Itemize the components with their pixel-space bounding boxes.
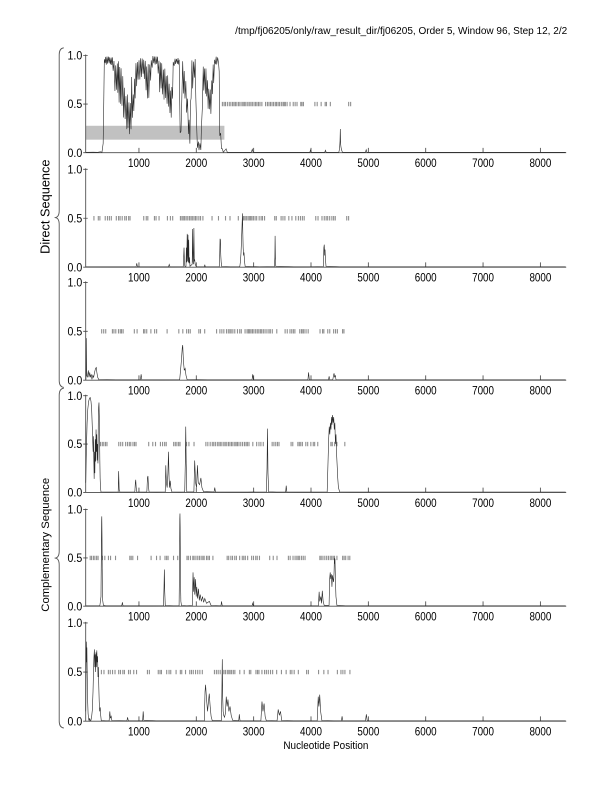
svg-text:5000: 5000: [357, 157, 379, 170]
svg-text:7000: 7000: [472, 497, 494, 510]
svg-text:0.5: 0.5: [68, 552, 83, 565]
svg-text:1000: 1000: [128, 497, 150, 510]
svg-text:0.0: 0.0: [68, 374, 83, 387]
svg-text:8000: 8000: [529, 272, 551, 285]
svg-text:5000: 5000: [357, 272, 379, 285]
svg-text:1000: 1000: [128, 385, 150, 398]
svg-text:1.0: 1.0: [68, 50, 83, 63]
svg-text:3000: 3000: [243, 385, 265, 398]
svg-text:6000: 6000: [415, 157, 437, 170]
svg-text:/tmp/fj06205/only/raw_result_d: /tmp/fj06205/only/raw_result_dir/fj06205…: [235, 26, 567, 37]
svg-text:Direct Sequence: Direct Sequence: [37, 160, 52, 254]
svg-text:7000: 7000: [472, 611, 494, 624]
svg-text:0.0: 0.0: [68, 600, 83, 613]
svg-text:6000: 6000: [415, 497, 437, 510]
svg-text:8000: 8000: [529, 157, 551, 170]
svg-text:Nucleotide Position: Nucleotide Position: [283, 740, 368, 752]
svg-text:1.0: 1.0: [68, 617, 83, 630]
svg-text:6000: 6000: [415, 272, 437, 285]
svg-text:0.0: 0.0: [68, 715, 83, 728]
svg-text:4000: 4000: [300, 272, 322, 285]
svg-text:2000: 2000: [185, 157, 207, 170]
svg-text:2000: 2000: [185, 385, 207, 398]
svg-text:0.0: 0.0: [68, 147, 83, 160]
svg-text:4000: 4000: [300, 611, 322, 624]
svg-text:2000: 2000: [185, 497, 207, 510]
svg-text:0.0: 0.0: [68, 261, 83, 274]
svg-text:6000: 6000: [415, 726, 437, 739]
svg-text:Complementary Sequence: Complementary Sequence: [40, 478, 52, 612]
svg-text:5000: 5000: [357, 611, 379, 624]
svg-text:8000: 8000: [529, 611, 551, 624]
svg-text:1.0: 1.0: [68, 163, 83, 176]
svg-text:2000: 2000: [185, 726, 207, 739]
svg-text:6000: 6000: [415, 611, 437, 624]
svg-text:0.5: 0.5: [68, 325, 83, 338]
svg-text:1000: 1000: [128, 157, 150, 170]
svg-text:5000: 5000: [357, 385, 379, 398]
svg-text:5000: 5000: [357, 497, 379, 510]
svg-text:2000: 2000: [185, 611, 207, 624]
svg-text:7000: 7000: [472, 157, 494, 170]
svg-text:5000: 5000: [357, 726, 379, 739]
svg-text:4000: 4000: [300, 497, 322, 510]
svg-text:3000: 3000: [243, 497, 265, 510]
svg-text:0.5: 0.5: [68, 438, 83, 451]
svg-text:8000: 8000: [529, 385, 551, 398]
svg-text:7000: 7000: [472, 385, 494, 398]
svg-text:3000: 3000: [243, 611, 265, 624]
svg-text:0.5: 0.5: [68, 666, 83, 679]
svg-text:3000: 3000: [243, 272, 265, 285]
svg-text:4000: 4000: [300, 157, 322, 170]
svg-text:2000: 2000: [185, 272, 207, 285]
svg-text:1.0: 1.0: [68, 390, 83, 403]
svg-text:1.0: 1.0: [68, 504, 83, 517]
svg-text:1000: 1000: [128, 611, 150, 624]
svg-text:7000: 7000: [472, 726, 494, 739]
svg-text:3000: 3000: [243, 157, 265, 170]
svg-text:1.0: 1.0: [68, 277, 83, 290]
svg-text:6000: 6000: [415, 385, 437, 398]
svg-text:0.0: 0.0: [68, 487, 83, 500]
svg-text:3000: 3000: [243, 726, 265, 739]
svg-text:1000: 1000: [128, 272, 150, 285]
svg-text:8000: 8000: [529, 726, 551, 739]
svg-text:7000: 7000: [472, 272, 494, 285]
svg-text:4000: 4000: [300, 726, 322, 739]
svg-text:8000: 8000: [529, 497, 551, 510]
svg-text:0.5: 0.5: [68, 98, 83, 111]
svg-text:4000: 4000: [300, 385, 322, 398]
svg-text:1000: 1000: [128, 726, 150, 739]
svg-text:0.5: 0.5: [68, 212, 83, 225]
